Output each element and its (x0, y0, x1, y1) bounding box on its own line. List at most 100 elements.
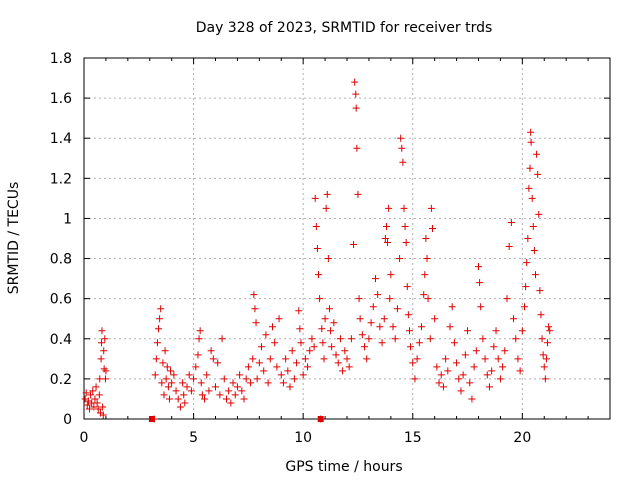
y-tick-label: 0.6 (50, 292, 72, 308)
data-point (325, 305, 333, 313)
data-point (522, 283, 530, 291)
data-point (236, 371, 244, 379)
data-point (162, 375, 170, 383)
data-point (475, 263, 482, 271)
y-tick-label: 0 (63, 412, 72, 428)
data-point (227, 399, 235, 407)
data-point (262, 331, 270, 339)
data-point (260, 367, 268, 375)
data-point (369, 303, 377, 311)
data-point (343, 355, 351, 363)
data-point (181, 399, 189, 407)
data-point (421, 271, 429, 279)
data-point (485, 383, 493, 391)
data-point (470, 363, 478, 371)
data-point (354, 190, 362, 198)
data-point (183, 383, 191, 391)
data-point (365, 335, 373, 343)
x-tick-label: 20 (513, 430, 531, 446)
data-point (185, 371, 193, 379)
data-point (507, 218, 515, 226)
data-point (533, 150, 541, 158)
data-point (255, 359, 263, 367)
data-point (542, 355, 550, 363)
data-point (250, 291, 258, 299)
data-point (431, 315, 439, 323)
data-point (505, 243, 513, 251)
data-point (382, 222, 390, 230)
data-point (378, 339, 386, 347)
data-point (380, 315, 388, 323)
data-point (538, 335, 546, 343)
data-point (253, 375, 261, 383)
data-point (170, 371, 178, 379)
data-point (172, 387, 180, 395)
data-point (277, 371, 285, 379)
data-point (376, 323, 384, 331)
data-point (282, 355, 290, 363)
data-point (157, 305, 165, 313)
data-point (238, 387, 246, 395)
data-point (442, 355, 450, 363)
data-point (539, 351, 547, 359)
data-point (295, 307, 303, 315)
data-point (99, 403, 107, 411)
data-point (275, 315, 283, 323)
x-tick-label: 10 (294, 430, 312, 446)
data-point (160, 391, 168, 399)
data-point (423, 255, 431, 263)
data-point (345, 363, 353, 371)
data-point (320, 355, 328, 363)
data-point (503, 295, 511, 303)
data-point (198, 391, 206, 399)
y-tick-label: 1 (63, 211, 72, 227)
data-point (427, 204, 435, 212)
data-point (332, 351, 340, 359)
data-point (537, 311, 545, 319)
data-point (92, 383, 100, 391)
data-point (510, 315, 518, 323)
data-point (316, 295, 324, 303)
data-point (347, 335, 355, 343)
data-point (420, 291, 428, 299)
data-point (529, 222, 537, 230)
data-point (352, 104, 360, 112)
data-point (409, 359, 417, 367)
data-point (207, 347, 215, 355)
data-point (404, 311, 412, 319)
data-point (396, 255, 404, 263)
data-point (435, 379, 443, 387)
data-point (328, 343, 336, 351)
x-axis-label: GPS time / hours (285, 459, 402, 475)
data-point (541, 375, 549, 383)
data-point (290, 375, 298, 383)
data-point (192, 363, 200, 371)
data-point (152, 355, 160, 363)
data-point (242, 375, 250, 383)
data-point (324, 255, 332, 263)
data-point (398, 144, 406, 152)
y-tick-label: 1.8 (50, 51, 72, 67)
data-point (413, 355, 421, 363)
data-point (481, 355, 489, 363)
data-point (356, 315, 364, 323)
data-point (101, 335, 109, 343)
data-point (407, 343, 415, 351)
data-point (297, 339, 305, 347)
data-point (258, 343, 266, 351)
data-point (179, 379, 187, 387)
data-point (97, 355, 105, 363)
data-point (311, 194, 319, 202)
data-point (322, 204, 330, 212)
data-point (536, 287, 544, 295)
data-point (91, 395, 99, 403)
y-tick-label: 0.2 (50, 372, 72, 388)
data-point (518, 327, 526, 335)
data-point (479, 335, 487, 343)
data-point (426, 335, 434, 343)
data-point (98, 327, 106, 335)
data-point (197, 379, 205, 387)
data-point (339, 367, 347, 375)
data-point (334, 359, 342, 367)
